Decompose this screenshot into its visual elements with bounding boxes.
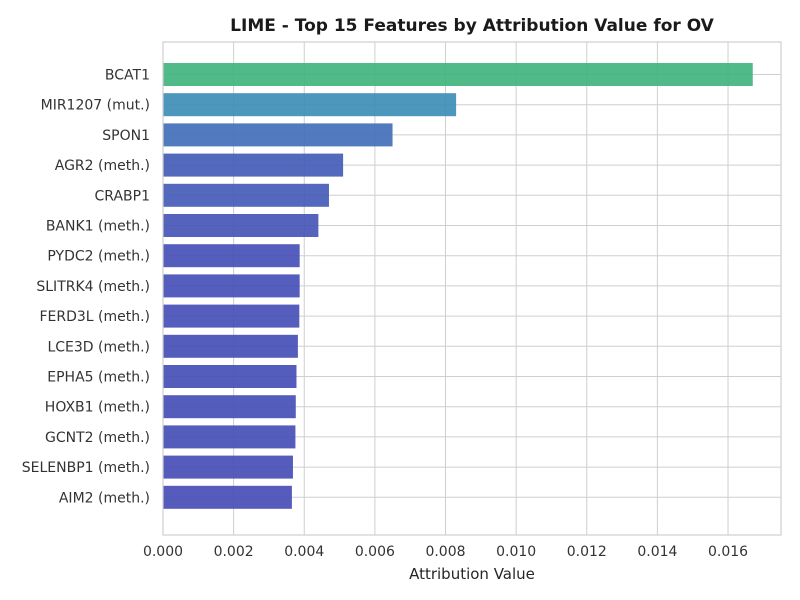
bar: [163, 304, 300, 328]
bar: [163, 395, 296, 419]
x-tick-label: 0.016: [708, 544, 748, 560]
x-tick-label: 0.014: [637, 544, 677, 560]
bar: [163, 365, 297, 388]
x-tick-label: 0.012: [567, 544, 607, 560]
y-tick-label: PYDC2 (meth.): [47, 249, 150, 265]
bar: [163, 214, 319, 237]
bar: [163, 63, 753, 86]
y-tick-label: SPON1: [102, 128, 150, 144]
y-tick-label: SELENBP1 (meth.): [22, 460, 150, 476]
y-tick-label: AGR2 (meth.): [55, 158, 150, 174]
y-tick-label: LCE3D (meth.): [47, 339, 150, 355]
y-tick-labels: BCAT1 MIR1207 (mut.) SPON1 AGR2 (meth.) CRAB…: [22, 68, 150, 507]
x-tick-label: 0.006: [355, 544, 395, 560]
x-tick-labels: 0.000 0.002 0.004 0.006 0.008 0.010 0.012 0.014…: [143, 544, 748, 560]
chart-title: LIME - Top 15 Features by Attribution Va…: [230, 16, 715, 36]
y-tick-label: MIR1207 (mut.): [41, 98, 150, 114]
y-tick-label: FERD3L (meth.): [39, 309, 150, 325]
bar: [163, 485, 292, 509]
bar: [163, 244, 300, 268]
x-axis-label: Attribution Value: [409, 565, 535, 583]
bars: [163, 63, 753, 509]
bar: [163, 334, 298, 358]
y-tick-label: BANK1 (meth.): [46, 219, 150, 235]
bar: [163, 455, 293, 479]
y-tick-label: GCNT2 (meth.): [45, 430, 150, 446]
y-tick-label: AIM2 (meth.): [59, 490, 150, 506]
x-tick-label: 0.004: [284, 544, 324, 560]
x-tick-label: 0.008: [425, 544, 465, 560]
y-tick-label: HOXB1 (meth.): [45, 400, 150, 416]
y-tick-label: BCAT1: [105, 68, 150, 84]
y-tick-label: CRABP1: [95, 188, 150, 204]
x-tick-label: 0.000: [143, 544, 183, 560]
bar: [163, 123, 393, 147]
bar: [163, 153, 344, 177]
bar: [163, 93, 457, 117]
bar: [163, 183, 329, 207]
bar: [163, 425, 296, 449]
x-tick-label: 0.002: [214, 544, 254, 560]
plot-frame: [162, 41, 782, 536]
x-tick-label: 0.010: [496, 544, 536, 560]
y-tick-label: SLITRK4 (meth.): [36, 279, 150, 295]
bar: [163, 274, 300, 298]
y-tick-label: EPHA5 (meth.): [47, 370, 150, 386]
